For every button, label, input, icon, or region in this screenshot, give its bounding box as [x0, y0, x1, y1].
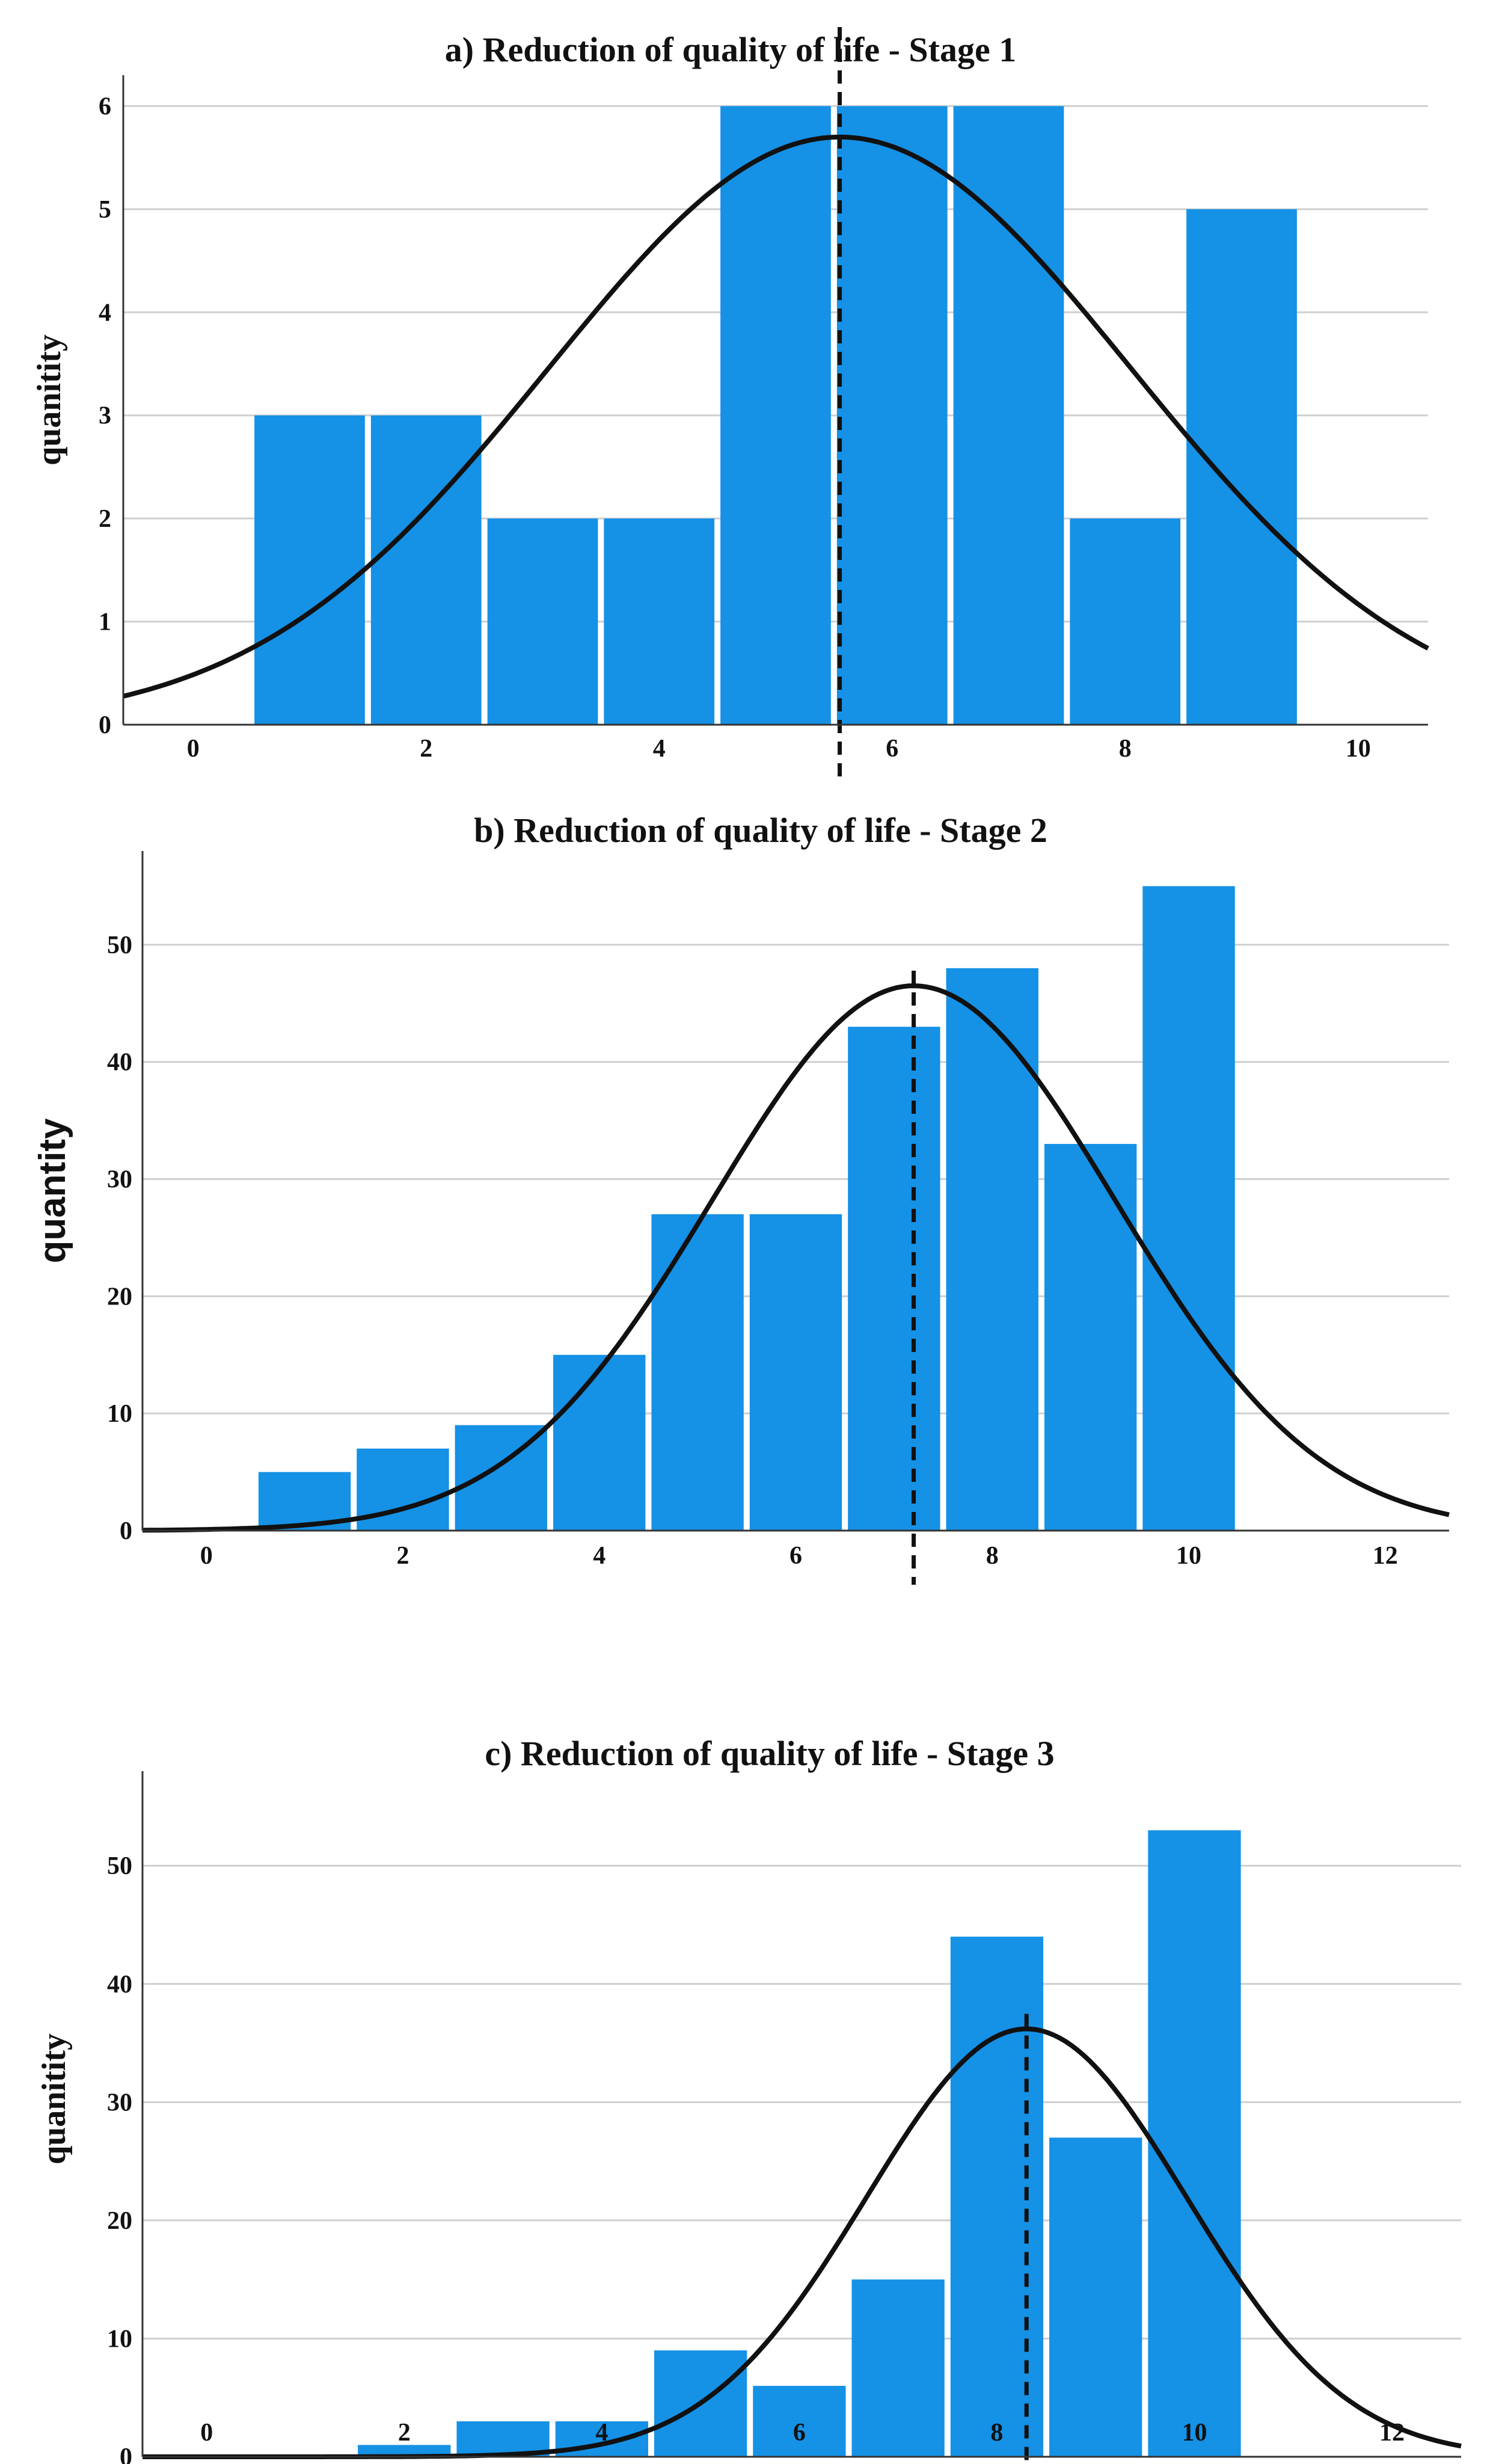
chart-3-y-axis-label: quanitity [35, 2033, 73, 2164]
chart-2-y-tick-label: 0 [120, 1517, 132, 1545]
chart-3-title: c) Reduction of quality of life - Stage … [485, 1734, 1054, 1773]
chart-2-x-tick-label: 12 [1373, 1542, 1398, 1570]
chart-3-y-tick-label: 10 [107, 2325, 132, 2353]
chart-3-bar [1148, 1830, 1241, 2457]
chart-1-x-tick-label: 10 [1346, 735, 1371, 763]
chart-3-x-tick-label: 2 [398, 2419, 411, 2447]
chart-2-y-tick-label: 10 [107, 1400, 132, 1428]
chart-1-x-tick-label: 6 [886, 735, 898, 763]
chart-2-y-tick-label: 30 [107, 1166, 132, 1194]
chart-3-bar [851, 2279, 945, 2457]
chart-2-y-axis-label: quantity [32, 1118, 73, 1264]
chart-3-x-tick-label: 10 [1182, 2419, 1207, 2447]
chart-2-bar [1044, 1144, 1137, 1531]
chart-2-bar [946, 968, 1038, 1531]
chart-2-x-tick-label: 0 [200, 1542, 213, 1570]
chart-3-bar [358, 2445, 451, 2457]
chart-3-x-tick-label: 8 [990, 2419, 1003, 2447]
chart-2-bar [749, 1214, 842, 1531]
chart-2-y-tick-label: 20 [107, 1283, 132, 1310]
chart-2-x-tick-label: 8 [986, 1542, 999, 1570]
chart-2-x-tick-label: 6 [789, 1542, 802, 1570]
chart-1-y-tick-label: 4 [99, 299, 111, 327]
chart-1-bar [487, 518, 598, 725]
chart-2-bar [848, 1027, 940, 1531]
chart-1-y-tick-label: 3 [99, 402, 111, 430]
chart-2-x-tick-label: 10 [1176, 1542, 1201, 1570]
chart-1-x-tick-label: 0 [187, 735, 200, 763]
chart-1-y-tick-label: 5 [99, 196, 111, 224]
chart-3-x-tick-label: 0 [200, 2419, 213, 2447]
chart-1-y-tick-label: 2 [99, 505, 111, 533]
chart-1-normal-curve [123, 134, 1429, 699]
chart-2-bar [651, 1214, 744, 1531]
chart-3-x-tick-label: 6 [793, 2419, 806, 2447]
chart-2-bar [553, 1354, 646, 1531]
chart-3-bar [1049, 2137, 1142, 2457]
chart-3-y-tick-label: 30 [107, 2089, 132, 2116]
chart-1-x-tick-label: 8 [1119, 735, 1132, 763]
chart-3-bar [950, 1937, 1044, 2457]
chart-1-bar [254, 415, 365, 725]
chart-2-normal-curve [142, 983, 1450, 1533]
chart-1-y-axis-label: quanitity [31, 334, 68, 465]
chart-2-x-tick-label: 2 [396, 1542, 409, 1570]
chart-1-x-tick-label: 2 [420, 735, 432, 763]
chart-2-title: b) Reduction of quality of life - Stage … [474, 811, 1047, 850]
chart-1-y-tick-label: 1 [99, 609, 111, 636]
chart-2-bar [1142, 886, 1235, 1531]
chart-3-y-tick-label: 50 [107, 1852, 132, 1880]
chart-1-bar [604, 518, 715, 725]
chart-2-y-tick-label: 40 [107, 1049, 132, 1077]
chart-3-bar [753, 2386, 846, 2457]
chart-1-bar [953, 106, 1064, 725]
chart-2-x-tick-label: 4 [593, 1542, 605, 1570]
chart-1-bar [836, 106, 948, 725]
chart-1-bar [370, 415, 482, 725]
chart-3-x-tick-label: 4 [595, 2419, 608, 2447]
chart-2-y-tick-label: 50 [107, 932, 132, 959]
chart-3-x-tick-label: 12 [1379, 2419, 1405, 2447]
chart-1-bar [1186, 209, 1297, 725]
chart-1-bar [720, 106, 831, 725]
chart-1-bar [1070, 518, 1181, 725]
chart-3-y-tick-label: 0 [120, 2444, 132, 2464]
chart-1-y-tick-label: 0 [99, 711, 111, 739]
chart-3-y-tick-label: 40 [107, 1971, 132, 1999]
chart-1-x-tick-label: 4 [653, 735, 666, 763]
chart-3-y-tick-label: 20 [107, 2207, 132, 2235]
chart-1-y-tick-label: 6 [99, 93, 111, 120]
chart-1-title: a) Reduction of quality of life - Stage … [445, 30, 1017, 69]
